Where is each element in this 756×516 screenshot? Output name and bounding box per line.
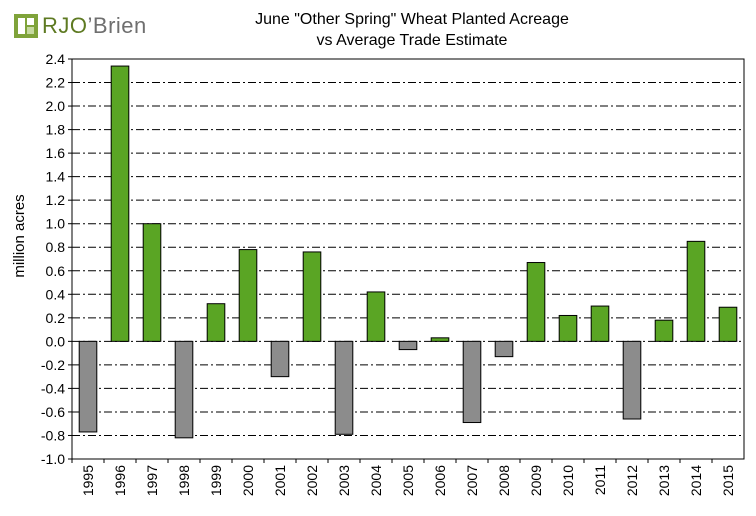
x-tick-label: 1995 — [80, 465, 96, 496]
x-tick-label: 2005 — [400, 465, 416, 496]
y-tick-label: 2.0 — [46, 98, 66, 114]
y-tick-label: 1.8 — [46, 122, 66, 138]
y-tick-label: 1.2 — [46, 192, 66, 208]
y-tick-label: 0.4 — [46, 286, 66, 302]
bar-2002 — [302, 251, 322, 342]
x-tick-label: 2006 — [432, 465, 448, 496]
logo-mark-icon — [14, 14, 38, 38]
bar-2010 — [558, 314, 578, 342]
logo-text-sub: Brien — [92, 13, 147, 38]
y-tick-label: 2.4 — [46, 51, 66, 67]
x-tick-label: 2000 — [240, 465, 256, 496]
x-tick-label: 1998 — [176, 465, 192, 496]
gridlines — [72, 82, 744, 436]
x-tick-label: 1999 — [208, 465, 224, 496]
bar-1997 — [142, 223, 162, 342]
x-tick-label: 2012 — [624, 465, 640, 496]
x-tick-label: 2003 — [336, 465, 352, 496]
y-tick-label: -1.0 — [41, 451, 65, 467]
x-tick-label: 2009 — [528, 465, 544, 496]
bar-2000 — [238, 249, 258, 342]
y-axis-label: million acres — [11, 194, 28, 277]
bar-2012 — [622, 340, 642, 420]
bar-2008 — [494, 340, 514, 358]
y-tick-label: 1.0 — [46, 216, 66, 232]
x-tick-label: 1996 — [112, 465, 128, 496]
y-tick-label: 0.0 — [46, 333, 66, 349]
bar-2006 — [430, 337, 450, 342]
x-tick-label: 2013 — [656, 465, 672, 496]
y-tick-label: -0.6 — [41, 404, 65, 420]
x-tick-label: 2015 — [720, 465, 736, 496]
bar-1999 — [206, 303, 226, 342]
chart-title-line-1: June "Other Spring" Wheat Planted Acreag… — [255, 11, 569, 28]
bar-1995 — [78, 340, 98, 433]
brand-logo: RJO’Brien — [14, 10, 147, 42]
bars — [78, 65, 738, 439]
y-tick-label: 0.8 — [46, 239, 66, 255]
y-tick-label: 1.6 — [46, 145, 66, 161]
bar-2005 — [398, 340, 418, 351]
x-tick-label: 2007 — [464, 465, 480, 496]
y-tick-label: 2.2 — [46, 75, 66, 91]
bar-2003 — [334, 340, 354, 435]
logo-text-main: RJO — [42, 13, 88, 38]
bar-2011 — [590, 305, 610, 342]
x-tick-label: 1997 — [144, 465, 160, 496]
x-tick-label: 2011 — [592, 465, 608, 495]
y-tick-label: -0.2 — [41, 357, 65, 373]
plot-area — [71, 58, 745, 460]
bar-2004 — [366, 291, 386, 342]
bar-2013 — [654, 319, 674, 342]
y-tick-label: 0.2 — [46, 310, 66, 326]
bar-1996 — [110, 65, 130, 342]
bar-2009 — [526, 262, 546, 342]
bar-2015 — [718, 306, 738, 342]
y-tick-label: -0.4 — [41, 380, 65, 396]
bar-2007 — [462, 340, 482, 424]
y-tick-label: -0.8 — [41, 427, 65, 443]
y-tick-label: 1.4 — [46, 169, 66, 185]
y-tick-label: 0.6 — [46, 263, 66, 279]
x-tick-label: 2002 — [304, 465, 320, 496]
x-tick-label: 2004 — [368, 465, 384, 496]
x-tick-label: 2014 — [688, 465, 704, 496]
x-tick-label: 2010 — [560, 465, 576, 496]
y-axis-ticks: -1.0 -0.8 -0.6 -0.4 -0.2 0.0 0.2 0.4 0.6 0.8 1.0 1.… — [41, 51, 72, 467]
bar-2014 — [686, 240, 706, 342]
x-tick-label: 2001 — [272, 465, 288, 496]
logo-wordmark: RJO’Brien — [42, 13, 147, 39]
x-tick-label: 2008 — [496, 465, 512, 496]
logo-apostrophe: ’ — [87, 13, 93, 38]
bar-1998 — [174, 340, 194, 439]
chart-title-line-2: vs Average Trade Estimate — [317, 32, 508, 49]
bar-2001 — [270, 340, 290, 378]
x-axis-ticks: 1995 1996 1997 1998 1999 2000 2001 2002 2003 2004… — [71, 459, 736, 496]
